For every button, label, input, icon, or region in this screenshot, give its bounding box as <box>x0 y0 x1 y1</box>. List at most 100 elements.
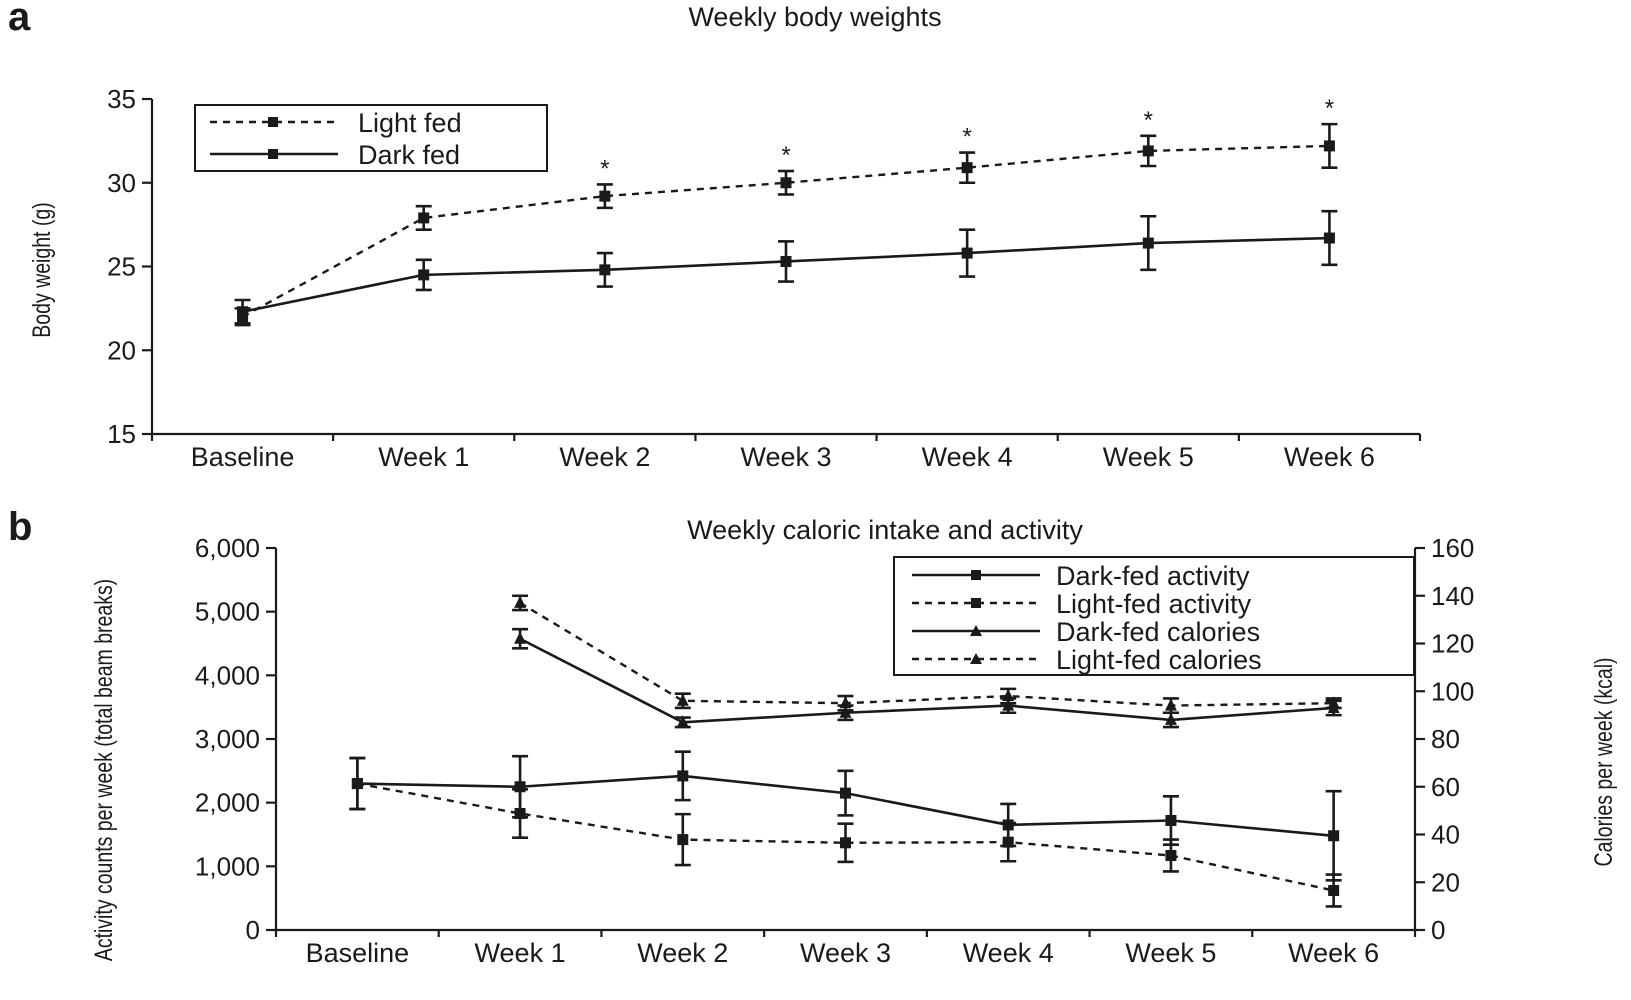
panel-b-xtick-label-baseline: Baseline <box>306 938 410 968</box>
panel-b-letter: b <box>8 505 32 549</box>
panel-a-legend: Light fed Dark fed <box>194 104 548 172</box>
panel-a-xtick-label-week-2: Week 2 <box>559 442 650 472</box>
panel-a-series-light-fed-point <box>961 162 973 174</box>
panel-a-series-dark-fed-point <box>418 269 430 281</box>
panel-b-xtick-label-week-5: Week 5 <box>1125 938 1216 968</box>
panel-b-series-light-fed-activity <box>349 756 1342 908</box>
panel-b-series-light-fed-activity-point <box>1328 885 1340 897</box>
panel-a-ytick-label: 15 <box>107 419 136 449</box>
panel-b-series-light-fed-calories-line <box>519 601 1334 707</box>
panel-a-series-light-fed-point <box>780 177 792 189</box>
legend-marker-dark-fed-calories <box>970 625 982 636</box>
panel-a-series-light-fed-point <box>1323 140 1335 152</box>
panel-b-series-dark-fed-activity-point <box>677 770 689 782</box>
panel-b-series-light-fed-activity-point <box>840 837 851 849</box>
panel-b-ytick-right-label: 100 <box>1431 676 1474 706</box>
legend-label-light-fed: Light fed <box>358 108 462 138</box>
panel-a-series-dark-fed <box>234 209 1338 325</box>
panel-a-series: * * * * * <box>234 95 1338 327</box>
legend-marker-dark-fed <box>268 149 278 159</box>
panel-b-ytick-label: 0 <box>246 915 260 945</box>
panel-b-series-dark-fed-activity-point <box>1165 814 1177 826</box>
panel-b-series-light-fed-calories-point <box>1164 698 1177 711</box>
panel-a-series-dark-fed-point <box>961 247 973 259</box>
panel-b-series-light-fed-calories-point <box>1002 689 1015 702</box>
legend-label-light-fed-activity: Light-fed activity <box>1056 589 1252 619</box>
panel-b-ytick-label: 3,000 <box>195 724 260 754</box>
panel-b-series-dark-fed-calories-point <box>1164 712 1177 725</box>
panel-a-legend-box <box>194 104 548 172</box>
panel-b-series-dark-fed-calories-point <box>676 715 689 728</box>
panel-a-series-dark-fed-point <box>599 264 611 276</box>
panel-b-ytick-label: 6,000 <box>195 533 260 563</box>
panel-b-axes: 0 1,000 2,000 3,000 4,000 5,000 6,000 0 20 40 60 80… <box>195 533 1474 968</box>
panel-b-ytick-right-label: 40 <box>1431 820 1460 850</box>
panel-b: b Weekly caloric intake and activity Act… <box>8 505 1618 968</box>
panel-a-letter: a <box>8 0 31 39</box>
panel-b-series-dark-fed-activity-point <box>840 787 851 799</box>
panel-b-ytick-label: 4,000 <box>195 660 260 690</box>
panel-a: a Weekly body weights Body weight (g) 15… <box>8 0 1422 472</box>
panel-b-xtick-label-week-1: Week 1 <box>475 938 566 968</box>
panel-b-series-dark-fed-activity-point <box>1328 830 1340 842</box>
panel-b-ytick-right-label: 60 <box>1431 772 1460 802</box>
panel-b-series-light-fed-calories-point <box>514 595 527 608</box>
panel-b-xtick-label-week-6: Week 6 <box>1288 938 1379 968</box>
panel-a-xtick-label-week-6: Week 6 <box>1284 442 1375 472</box>
legend-label-light-fed-calories: Light-fed calories <box>1056 645 1262 675</box>
panel-a-series-light-fed-point <box>418 212 430 224</box>
panel-a-xtick-label-week-3: Week 3 <box>740 442 831 472</box>
panel-b-series-light-fed-calories-point <box>676 693 689 706</box>
panel-b-series-light-fed-activity-point <box>1002 836 1014 848</box>
panel-a-series-light-fed-point <box>599 190 611 202</box>
panel-a-series-dark-fed-point <box>1323 232 1335 244</box>
panel-b-series-dark-fed-calories-line <box>519 637 1334 724</box>
panel-b-series-light-fed-activity-point <box>677 834 689 846</box>
panel-b-series-light-fed-activity-point <box>514 807 526 819</box>
panel-a-xtick-label-week-1: Week 1 <box>378 442 469 472</box>
legend-marker-light-fed-activity <box>971 598 981 608</box>
panel-a-xtick-label-baseline: Baseline <box>191 442 295 472</box>
panel-b-ytick-right-label: 120 <box>1431 629 1474 659</box>
panel-a-y-axis-label: Body weight (g) <box>28 202 56 337</box>
panel-b-ytick-right-label: 20 <box>1431 867 1460 897</box>
panel-b-series-dark-fed-calories-point <box>839 705 852 718</box>
panel-b-y-axis-label-right: Calories per week (kcal) <box>1590 657 1618 866</box>
panel-b-ytick-label: 5,000 <box>195 597 260 627</box>
panel-b-ytick-right-label: 0 <box>1431 915 1445 945</box>
panel-b-ytick-right-label: 80 <box>1431 724 1460 754</box>
panel-a-significance-marker: * <box>600 155 609 182</box>
legend-label-dark-fed-activity: Dark-fed activity <box>1056 561 1250 591</box>
panel-b-y-axis-label-left: Activity counts per week (total beam bre… <box>90 579 118 961</box>
panel-a-series-dark-fed-point <box>237 306 249 318</box>
panel-a-series-dark-fed-point <box>780 255 792 267</box>
panel-b-ytick-right-label: 140 <box>1431 581 1474 611</box>
panel-a-series-dark-fed-point <box>1142 237 1154 249</box>
panel-a-ytick-label: 35 <box>107 84 136 114</box>
panel-b-title: Weekly caloric intake and activity <box>687 515 1083 545</box>
legend-marker-light-fed <box>268 117 278 127</box>
panel-b-series-dark-fed-activity-point <box>514 781 526 793</box>
panel-a-ytick-label: 25 <box>107 252 136 282</box>
legend-label-dark-fed-calories: Dark-fed calories <box>1056 617 1260 647</box>
panel-b-series-light-fed-activity-point <box>351 778 363 790</box>
panel-a-series-light-fed-point <box>1142 145 1154 157</box>
legend-marker-dark-fed-activity <box>971 570 981 580</box>
panel-b-xtick-label-week-3: Week 3 <box>800 938 891 968</box>
panel-b-legend: Dark-fed activity Light-fed activity Dar… <box>893 556 1415 676</box>
panel-b-xtick-label-week-2: Week 2 <box>637 938 728 968</box>
panel-b-ytick-label: 2,000 <box>195 788 260 818</box>
panel-b-series-light-fed-calories-point <box>1327 696 1340 709</box>
panel-b-series-light-fed-calories <box>512 594 1342 715</box>
panel-b-series-light-fed-activity-point <box>1165 850 1177 862</box>
panel-b-ytick-label: 1,000 <box>195 851 260 881</box>
panel-b-series-light-fed-calories-point <box>839 696 852 709</box>
panel-a-significance-marker: * <box>962 124 971 151</box>
panel-a-significance-marker: * <box>1325 95 1334 122</box>
panel-b-series <box>349 594 1342 908</box>
panel-b-ytick-right-label: 160 <box>1431 533 1474 563</box>
panel-b-series-dark-fed-calories-point <box>1002 698 1015 711</box>
panel-a-xtick-label-week-4: Week 4 <box>922 442 1013 472</box>
panel-a-title: Weekly body weights <box>688 2 941 32</box>
